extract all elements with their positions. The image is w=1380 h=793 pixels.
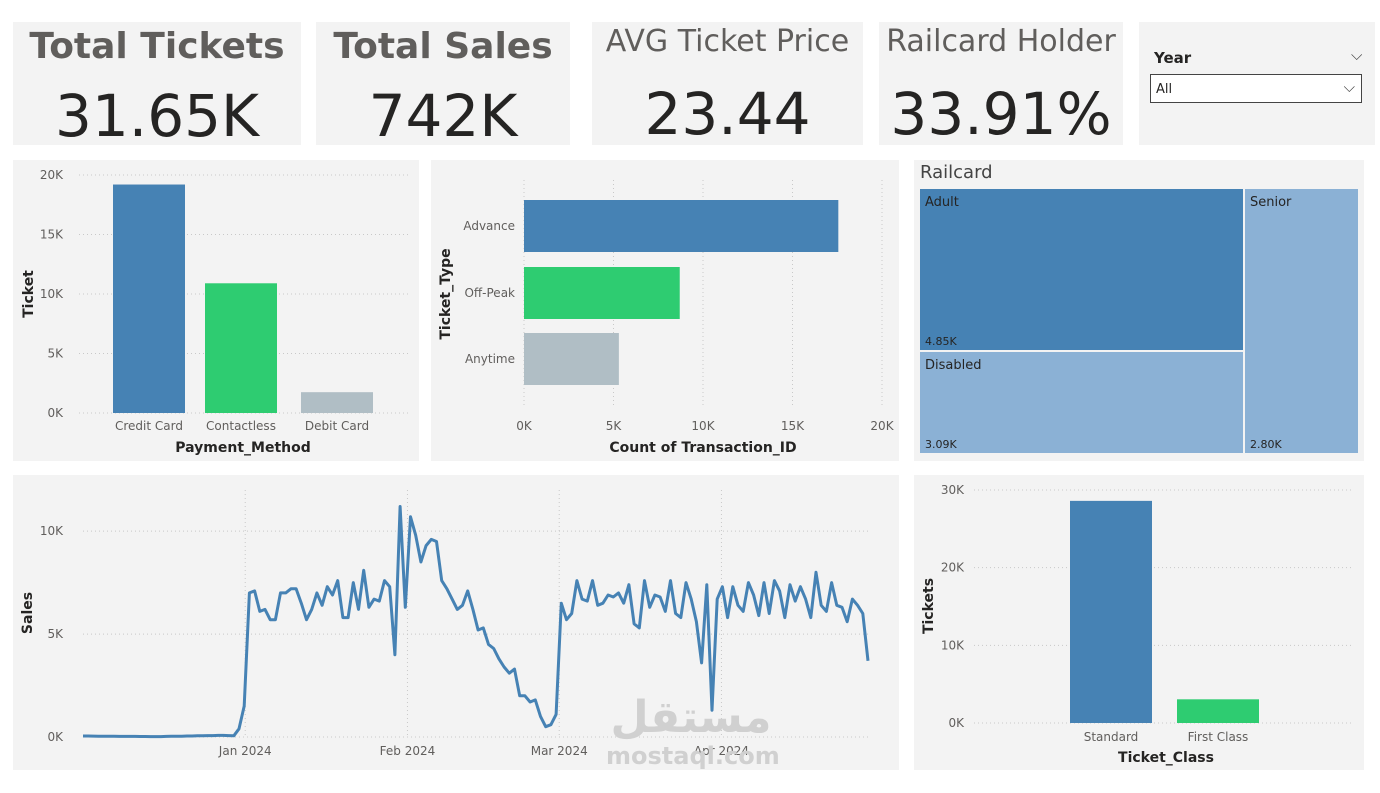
sales-series-line: [83, 505, 870, 739]
bar: [524, 267, 680, 319]
x-tick-label: First Class: [1188, 730, 1249, 744]
x-tick-label: Mar 2024: [531, 744, 588, 758]
bar: [524, 200, 839, 252]
y-tick-label: 10K: [941, 638, 965, 652]
year-slicer: Year ⌵ All ⌵: [1139, 22, 1375, 145]
kpi-value: 33.91%: [890, 80, 1112, 148]
watermark-arabic: مستقل: [610, 692, 772, 743]
watermark: مستقل mostaql.com: [606, 692, 780, 771]
kpi-value: 23.44: [644, 80, 811, 148]
x-axis-title: Ticket_Class: [1118, 750, 1214, 766]
kpi-avg-price-card: AVG Ticket Price 23.44: [592, 22, 863, 148]
x-tick-label: 0K: [516, 419, 533, 433]
y-tick-label: 0K: [948, 716, 965, 730]
kpi-total-sales-card: Total Sales 742K: [316, 22, 570, 150]
x-tick-label: Standard: [1084, 730, 1139, 744]
chevron-down-icon[interactable]: ⌵: [1351, 46, 1363, 64]
ticket-class-chart: 0K 10K 20K 30K Standard First Class Ticket_Cla…: [914, 475, 1364, 770]
kpi-total-tickets-card: Total Tickets 31.65K: [13, 22, 301, 150]
kpi-title: Total Tickets: [29, 26, 285, 67]
treemap-cell-value: 3.09K: [925, 438, 957, 451]
y-axis-title: Ticket: [21, 270, 37, 318]
y-tick-label: Anytime: [465, 352, 515, 366]
year-dropdown-value: All: [1156, 82, 1173, 97]
y-axis-title: Sales: [20, 592, 36, 634]
sales-line-svg: 0K 5K 10K Jan 2024 Feb 2024 Mar 2024 Apr 2024 S…: [20, 490, 870, 758]
treemap-cell-value: 2.80K: [1250, 438, 1282, 451]
kpi-value: 742K: [368, 82, 518, 150]
treemap-title: Railcard: [920, 162, 993, 183]
x-tick-label: Jan 2024: [218, 744, 272, 758]
x-tick-label: Contactless: [206, 419, 276, 433]
payment-method-chart: 0K 5K 10K 15K 20K Credit Card Contactless Debit…: [13, 160, 419, 461]
chevron-down-icon: ⌵: [1343, 78, 1355, 96]
x-tick-label: 20K: [870, 419, 894, 433]
y-tick-label: 0K: [47, 730, 64, 744]
y-tick-label: 20K: [40, 168, 64, 182]
bar: [1070, 500, 1152, 723]
bar: [301, 392, 373, 413]
y-tick-label: 5K: [47, 627, 64, 641]
treemap-cell-label: Adult: [925, 195, 959, 210]
bar: [113, 184, 185, 413]
year-dropdown[interactable]: All ⌵: [1150, 74, 1362, 103]
x-tick-label: Apr 2024: [694, 744, 749, 758]
payment-method-svg: 0K 5K 10K 15K 20K Credit Card Contactless Debit…: [21, 168, 411, 456]
kpi-title: Railcard Holder: [886, 24, 1116, 59]
x-tick-label: Debit Card: [305, 419, 369, 433]
x-tick-label: Credit Card: [115, 419, 183, 433]
ticket-type-svg: 0K 5K 10K 15K 20K Advance Off-Peak Anytime Count…: [438, 180, 895, 456]
treemap-cell-value: 4.85K: [925, 335, 957, 348]
treemap-cell-disabled[interactable]: Disabled 3.09K: [920, 352, 1243, 453]
sales-line-chart: 0K 5K 10K Jan 2024 Feb 2024 Mar 2024 Apr 2024 S…: [13, 475, 899, 770]
bar: [205, 283, 277, 413]
kpi-title: AVG Ticket Price: [605, 24, 850, 59]
y-tick-label: 10K: [40, 287, 64, 301]
x-axis-title: Payment_Method: [175, 440, 311, 456]
x-tick-label: 10K: [691, 419, 715, 433]
y-tick-label: 15K: [40, 228, 64, 242]
watermark-latin: mostaql.com: [606, 742, 780, 770]
x-tick-label: 15K: [781, 419, 805, 433]
y-tick-label: 5K: [47, 347, 64, 361]
bar: [524, 333, 619, 385]
y-tick-label: Off-Peak: [464, 286, 515, 300]
y-tick-label: 10K: [40, 524, 64, 538]
y-tick-label: 0K: [47, 406, 64, 420]
kpi-railcard-card: Railcard Holder 33.91%: [879, 22, 1123, 148]
kpi-title: Total Sales: [333, 26, 553, 67]
y-tick-label: Advance: [463, 219, 515, 233]
treemap-cell-adult[interactable]: Adult 4.85K: [920, 189, 1243, 350]
x-axis-title: Count of Transaction_ID: [609, 440, 796, 456]
y-tick-label: 20K: [941, 561, 965, 575]
bar: [1177, 699, 1259, 723]
treemap-cell-label: Senior: [1250, 195, 1292, 210]
slicer-label: Year: [1154, 49, 1192, 67]
kpi-value: 31.65K: [54, 82, 260, 150]
railcard-treemap: Railcard Adult 4.85K Disabled 3.09K Seni…: [914, 160, 1364, 461]
y-tick-label: 30K: [941, 483, 965, 497]
treemap-cell-label: Disabled: [925, 358, 982, 373]
ticket-type-chart: 0K 5K 10K 15K 20K Advance Off-Peak Anytime Count…: [431, 160, 899, 461]
y-axis-title: Ticket_Type: [438, 248, 454, 339]
x-tick-label: 5K: [606, 419, 623, 433]
treemap-cell-senior[interactable]: Senior 2.80K: [1245, 189, 1358, 453]
ticket-class-svg: 0K 10K 20K 30K Standard First Class Ticket_Cla…: [921, 483, 1354, 766]
y-axis-title: Tickets: [921, 578, 937, 634]
x-tick-label: Feb 2024: [380, 744, 436, 758]
